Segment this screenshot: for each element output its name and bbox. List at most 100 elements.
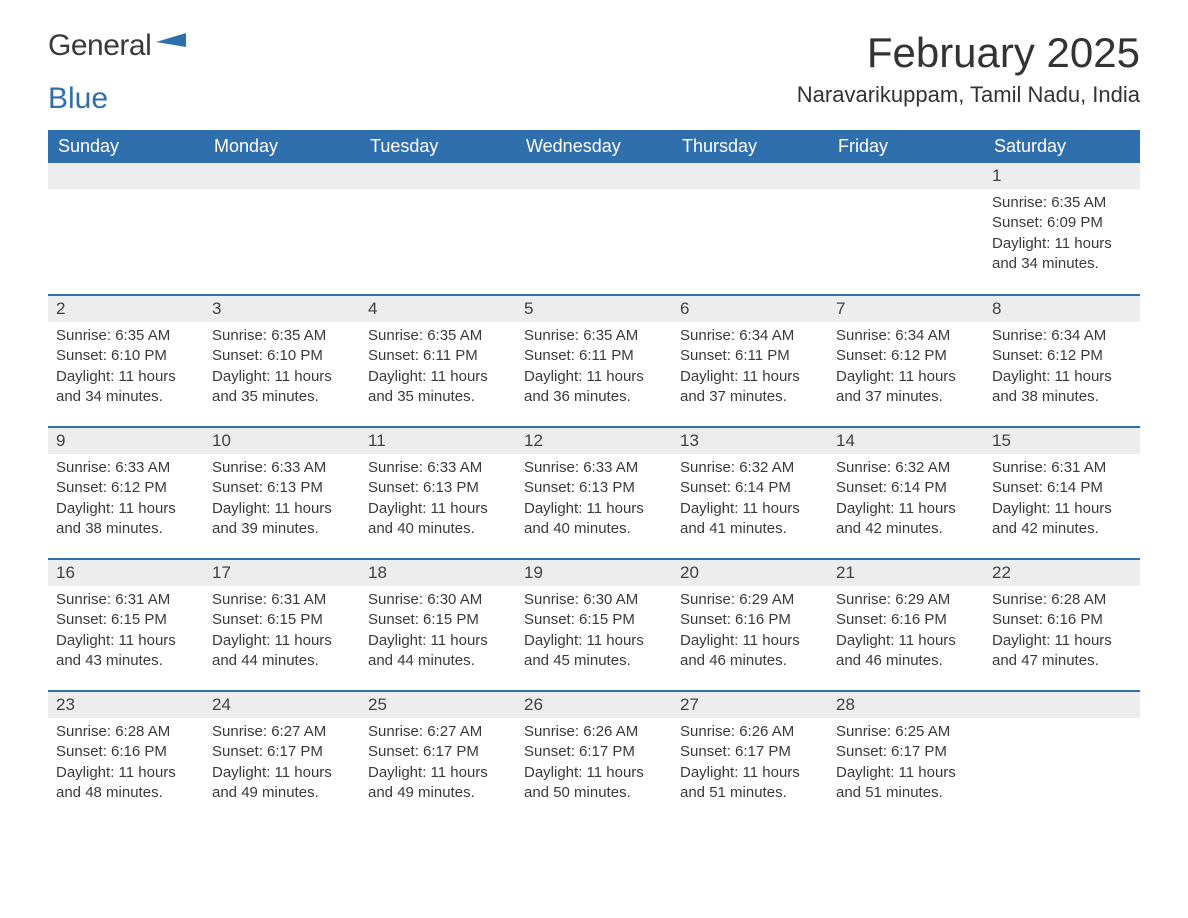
sunrise-line: Sunrise: 6:26 AM (524, 722, 664, 742)
day-details: Sunrise: 6:33 AMSunset: 6:13 PMDaylight:… (204, 454, 360, 543)
calendar-cell: 22Sunrise: 6:28 AMSunset: 6:16 PMDayligh… (984, 559, 1140, 691)
calendar-cell: 7 Sunrise: 6:34 AMSunset: 6:12 PMDaylight… (828, 295, 984, 427)
sunrise-line: Sunrise: 6:31 AM (56, 590, 196, 610)
day-details: Sunrise: 6:35 AMSunset: 6:11 PMDaylight:… (516, 322, 672, 411)
day-details: Sunrise: 6:30 AMSunset: 6:15 PMDaylight:… (360, 586, 516, 675)
day-number (672, 163, 828, 189)
title-block: February 2025 Naravarikuppam, Tamil Nadu… (797, 32, 1140, 108)
sunset-line: Sunset: 6:14 PM (836, 478, 976, 498)
logo-text-general: General (48, 29, 151, 62)
sunset-line: Sunset: 6:11 PM (368, 346, 508, 366)
day-number: 26 (516, 692, 672, 718)
daylight-line: Daylight: 11 hours and 43 minutes. (56, 631, 196, 672)
daylight-line: Daylight: 11 hours and 44 minutes. (368, 631, 508, 672)
day-details: Sunrise: 6:32 AMSunset: 6:14 PMDaylight:… (828, 454, 984, 543)
sunset-line: Sunset: 6:15 PM (524, 610, 664, 630)
calendar-cell: 15Sunrise: 6:31 AMSunset: 6:14 PMDayligh… (984, 427, 1140, 559)
calendar-cell: 26Sunrise: 6:26 AMSunset: 6:17 PMDayligh… (516, 691, 672, 823)
day-number: 17 (204, 560, 360, 586)
sunset-line: Sunset: 6:09 PM (992, 213, 1132, 233)
day-details: Sunrise: 6:31 AMSunset: 6:14 PMDaylight:… (984, 454, 1140, 543)
day-header: Tuesday (360, 130, 516, 163)
sunset-line: Sunset: 6:13 PM (524, 478, 664, 498)
daylight-line: Daylight: 11 hours and 48 minutes. (56, 763, 196, 804)
sunset-line: Sunset: 6:15 PM (56, 610, 196, 630)
sunrise-line: Sunrise: 6:35 AM (212, 326, 352, 346)
sunrise-line: Sunrise: 6:27 AM (368, 722, 508, 742)
day-details: Sunrise: 6:35 AMSunset: 6:10 PMDaylight:… (48, 322, 204, 411)
sunset-line: Sunset: 6:16 PM (680, 610, 820, 630)
calendar-cell (360, 163, 516, 295)
day-details: Sunrise: 6:35 AMSunset: 6:11 PMDaylight:… (360, 322, 516, 411)
calendar-cell (672, 163, 828, 295)
daylight-line: Daylight: 11 hours and 44 minutes. (212, 631, 352, 672)
calendar-cell (48, 163, 204, 295)
day-details: Sunrise: 6:29 AMSunset: 6:16 PMDaylight:… (828, 586, 984, 675)
day-number: 23 (48, 692, 204, 718)
calendar-week-row: 23Sunrise: 6:28 AMSunset: 6:16 PMDayligh… (48, 691, 1140, 823)
sunset-line: Sunset: 6:15 PM (212, 610, 352, 630)
sunset-line: Sunset: 6:16 PM (836, 610, 976, 630)
daylight-line: Daylight: 11 hours and 35 minutes. (212, 367, 352, 408)
logo-text-blue: Blue (0, 85, 186, 112)
calendar-week-row: 1Sunrise: 6:35 AMSunset: 6:09 PMDaylight… (48, 163, 1140, 295)
daylight-line: Daylight: 11 hours and 39 minutes. (212, 499, 352, 540)
calendar-cell: 21Sunrise: 6:29 AMSunset: 6:16 PMDayligh… (828, 559, 984, 691)
sunrise-line: Sunrise: 6:27 AM (212, 722, 352, 742)
day-number: 5 (516, 296, 672, 322)
sunrise-line: Sunrise: 6:34 AM (992, 326, 1132, 346)
sunset-line: Sunset: 6:10 PM (212, 346, 352, 366)
calendar-week-row: 2Sunrise: 6:35 AMSunset: 6:10 PMDaylight… (48, 295, 1140, 427)
daylight-line: Daylight: 11 hours and 51 minutes. (680, 763, 820, 804)
day-details: Sunrise: 6:33 AMSunset: 6:13 PMDaylight:… (516, 454, 672, 543)
daylight-line: Daylight: 11 hours and 47 minutes. (992, 631, 1132, 672)
calendar-cell (828, 163, 984, 295)
calendar-cell: 6Sunrise: 6:34 AMSunset: 6:11 PMDaylight… (672, 295, 828, 427)
sunrise-line: Sunrise: 6:33 AM (56, 458, 196, 478)
daylight-line: Daylight: 11 hours and 37 minutes. (836, 367, 976, 408)
header: General Blue February 2025 Naravarikuppa… (48, 32, 1140, 112)
day-details: Sunrise: 6:26 AMSunset: 6:17 PMDaylight:… (516, 718, 672, 807)
sunset-line: Sunset: 6:14 PM (992, 478, 1132, 498)
sunrise-line: Sunrise: 6:29 AM (680, 590, 820, 610)
day-number: 28 (828, 692, 984, 718)
sunset-line: Sunset: 6:10 PM (56, 346, 196, 366)
calendar-cell: 20Sunrise: 6:29 AMSunset: 6:16 PMDayligh… (672, 559, 828, 691)
day-number: 4 (360, 296, 516, 322)
day-number: 8 (984, 296, 1140, 322)
sunrise-line: Sunrise: 6:32 AM (680, 458, 820, 478)
sunset-line: Sunset: 6:17 PM (836, 742, 976, 762)
sunset-line: Sunset: 6:17 PM (368, 742, 508, 762)
day-details: Sunrise: 6:29 AMSunset: 6:16 PMDaylight:… (672, 586, 828, 675)
calendar-cell (516, 163, 672, 295)
day-number: 27 (672, 692, 828, 718)
day-number: 16 (48, 560, 204, 586)
sunrise-line: Sunrise: 6:33 AM (368, 458, 508, 478)
day-header: Monday (204, 130, 360, 163)
sunset-line: Sunset: 6:17 PM (524, 742, 664, 762)
sunrise-line: Sunrise: 6:34 AM (836, 326, 976, 346)
calendar-cell (204, 163, 360, 295)
day-details: Sunrise: 6:28 AMSunset: 6:16 PMDaylight:… (984, 586, 1140, 675)
daylight-line: Daylight: 11 hours and 50 minutes. (524, 763, 664, 804)
sunrise-line: Sunrise: 6:29 AM (836, 590, 976, 610)
day-details: Sunrise: 6:33 AMSunset: 6:12 PMDaylight:… (48, 454, 204, 543)
calendar-cell: 19Sunrise: 6:30 AMSunset: 6:15 PMDayligh… (516, 559, 672, 691)
calendar-cell: 13Sunrise: 6:32 AMSunset: 6:14 PMDayligh… (672, 427, 828, 559)
day-number: 2 (48, 296, 204, 322)
day-number: 12 (516, 428, 672, 454)
sunset-line: Sunset: 6:12 PM (836, 346, 976, 366)
day-number: 7 (828, 296, 984, 322)
page: General Blue February 2025 Naravarikuppa… (0, 0, 1188, 871)
calendar-cell: 9Sunrise: 6:33 AMSunset: 6:12 PMDaylight… (48, 427, 204, 559)
daylight-line: Daylight: 11 hours and 51 minutes. (836, 763, 976, 804)
sunset-line: Sunset: 6:14 PM (680, 478, 820, 498)
sunrise-line: Sunrise: 6:26 AM (680, 722, 820, 742)
day-details: Sunrise: 6:31 AMSunset: 6:15 PMDaylight:… (204, 586, 360, 675)
daylight-line: Daylight: 11 hours and 41 minutes. (680, 499, 820, 540)
day-number: 11 (360, 428, 516, 454)
daylight-line: Daylight: 11 hours and 34 minutes. (992, 234, 1132, 275)
logo-flag-icon (156, 33, 186, 58)
day-number: 6 (672, 296, 828, 322)
day-number: 24 (204, 692, 360, 718)
